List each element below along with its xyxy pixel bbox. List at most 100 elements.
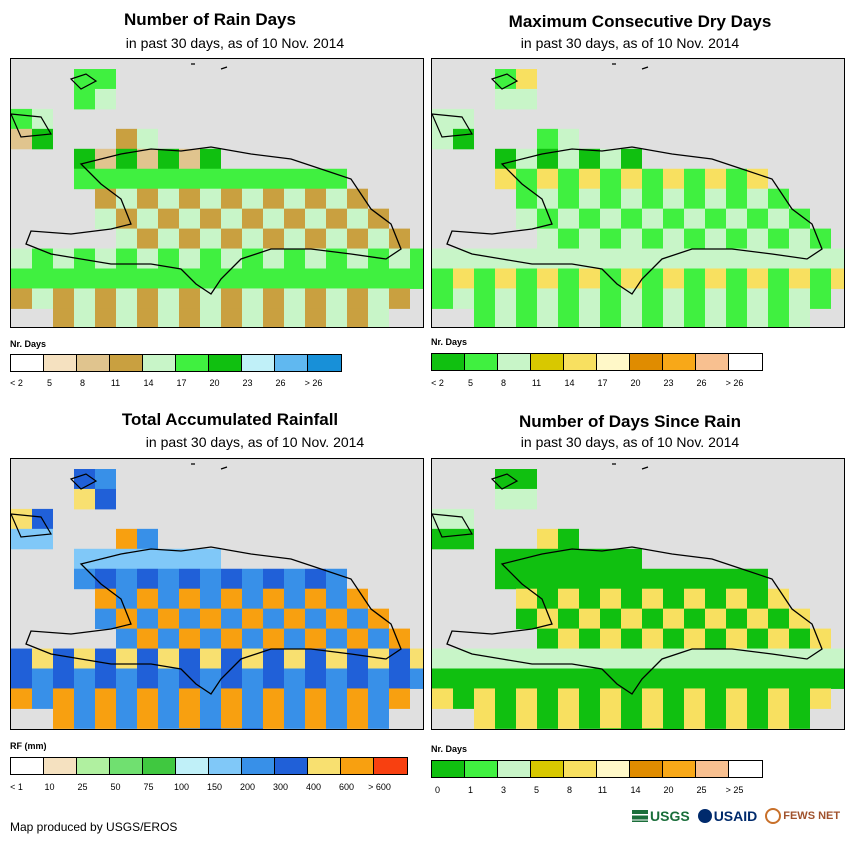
map-cell (579, 628, 600, 650)
map-cell (537, 268, 558, 289)
map-cell (558, 148, 579, 170)
panel-title-days-since-rain: Number of Days Since Rain (518, 412, 741, 431)
map-cell (789, 248, 810, 269)
map-cell (305, 248, 326, 269)
map-cell (221, 668, 242, 689)
map-cell (326, 268, 347, 289)
map-cell (747, 208, 768, 230)
map-cell (684, 588, 705, 610)
map-cell (326, 628, 347, 650)
map-cell (326, 588, 347, 610)
map-cell (474, 668, 495, 689)
map-cell (600, 168, 621, 190)
map-cell (284, 668, 305, 689)
legend-label: 8 (566, 785, 572, 795)
map-cell (537, 128, 558, 150)
map-cell (621, 208, 642, 230)
map-cell (221, 228, 242, 250)
map-cell (621, 728, 642, 729)
map-cell (263, 648, 284, 669)
map-cell (116, 588, 137, 610)
map-cell (642, 648, 663, 669)
map-cell (747, 168, 768, 190)
map-cell (768, 588, 789, 610)
map-cell (389, 688, 410, 709)
map-cell (789, 228, 810, 250)
map-cell (432, 668, 453, 689)
map-cell (705, 708, 726, 729)
panel-title-rainfall: Total Accumulated Rainfall (121, 410, 339, 429)
map-cell (347, 608, 368, 630)
map-cell (747, 228, 768, 250)
map-cell (558, 268, 579, 289)
map-cell (516, 588, 537, 610)
map-cell (221, 708, 242, 729)
map-cell (242, 248, 263, 269)
map-cell (621, 668, 642, 689)
map-cell (495, 469, 516, 490)
map-cell (684, 648, 705, 669)
legend-label: > 600 (368, 782, 391, 792)
map-cell (11, 648, 32, 669)
map-cell (558, 568, 579, 590)
map-cell (179, 228, 200, 250)
map-cell (495, 88, 516, 110)
map-cell (137, 608, 158, 630)
map-cell (579, 708, 600, 729)
map-cell (537, 668, 558, 689)
legend-label: < 1 (10, 782, 23, 792)
legend-swatch (341, 758, 374, 774)
map-cell (284, 588, 305, 610)
map-cell (11, 688, 32, 709)
map-cell (95, 548, 116, 570)
map-cell (95, 668, 116, 689)
map-cell (137, 688, 158, 709)
map-cell (831, 648, 844, 669)
map-cell (432, 288, 453, 309)
map-cell (663, 188, 684, 210)
map-cell (158, 268, 179, 289)
map-cell (558, 128, 579, 150)
map-canvas (11, 63, 423, 327)
map-cell (305, 188, 326, 210)
map-cell (158, 568, 179, 590)
map-cell (179, 148, 200, 170)
map-cell (768, 308, 789, 327)
map-cell (558, 648, 579, 669)
map-cell (116, 628, 137, 650)
legend-label: > 26 (725, 378, 744, 388)
map-cell (642, 668, 663, 689)
map-cell (747, 308, 768, 327)
logo-row: USGS USAID FEWS NET (632, 808, 840, 824)
map-cell (179, 668, 200, 689)
map-cell (410, 268, 423, 289)
map-cell (642, 568, 663, 590)
legend-label: 200 (239, 782, 256, 792)
map-cell (326, 208, 347, 230)
map-cell (242, 728, 263, 729)
map-cell (158, 548, 179, 570)
map-cell (263, 208, 284, 230)
map-cell (263, 628, 284, 650)
map-cell (263, 608, 284, 630)
map-cell (516, 288, 537, 309)
map-cell (621, 288, 642, 309)
legend-swatch (308, 758, 341, 774)
map-cell (221, 308, 242, 327)
map-cell (11, 268, 32, 289)
map-cell (326, 288, 347, 309)
map-cell (579, 148, 600, 170)
map-cell (284, 628, 305, 650)
map-cell (684, 308, 705, 327)
map-cell (74, 308, 95, 327)
map-cell (137, 548, 158, 570)
map-cell (53, 308, 74, 327)
map-cell (221, 588, 242, 610)
map-cell (495, 69, 516, 90)
map-cell (747, 708, 768, 729)
map-cell (116, 248, 137, 269)
map-cell (768, 188, 789, 210)
map-cell (663, 168, 684, 190)
map-cell (284, 188, 305, 210)
map-cell (179, 208, 200, 230)
